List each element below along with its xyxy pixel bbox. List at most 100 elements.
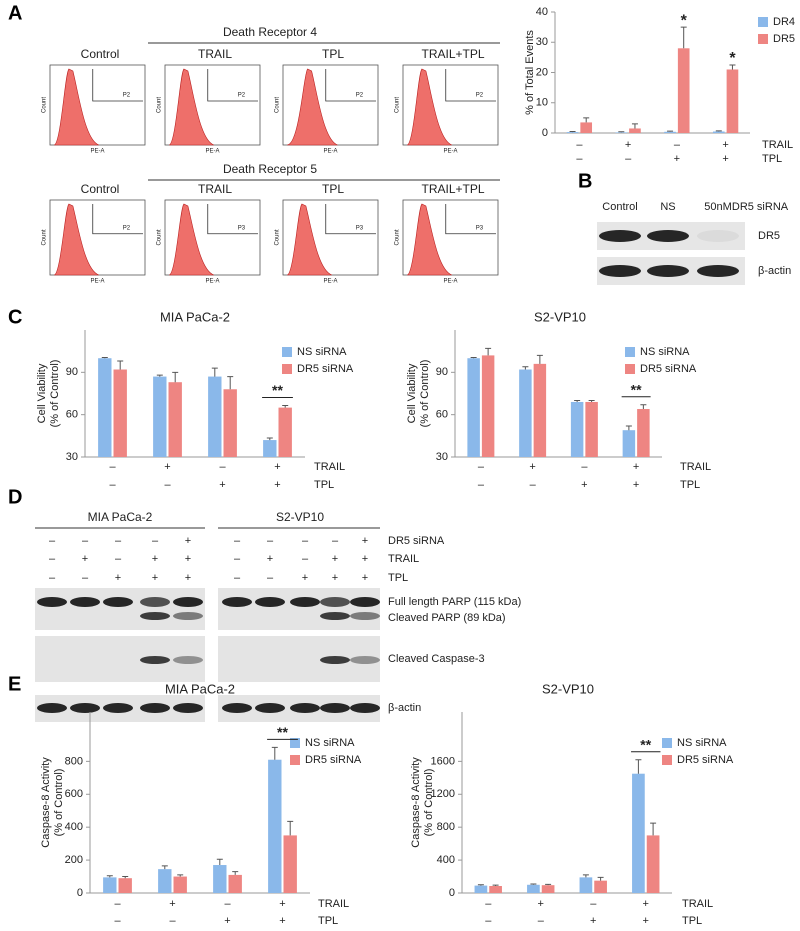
condition-name: TPL [318, 915, 338, 927]
condition-sign: + [185, 535, 191, 547]
blot-strip [35, 588, 205, 630]
error-bar [117, 360, 124, 370]
condition-name: TRAIL [682, 898, 713, 910]
flow-gate-label: P2 [356, 93, 364, 99]
flow-gate-label: P3 [238, 225, 246, 231]
condition-sign: + [332, 553, 338, 565]
flow-gate-label: P3 [356, 225, 364, 231]
y-tick-label: 1200 [431, 788, 455, 800]
bar [566, 132, 579, 133]
legend-swatch [282, 347, 292, 357]
error-bar [470, 357, 477, 359]
flow-condition: TRAIL+TPL [421, 182, 484, 196]
bar [622, 430, 636, 457]
blot-band [320, 703, 350, 713]
condition-sign: – [302, 553, 309, 565]
condition-name: TPL [314, 479, 334, 491]
y-tick-label: 20 [536, 66, 548, 78]
condition-sign: + [164, 461, 170, 473]
blot-band [173, 703, 203, 713]
condition-sign: – [115, 535, 122, 547]
blot-band [320, 597, 350, 607]
flow-x-label: PE-A [205, 279, 219, 285]
condition-sign: – [152, 535, 159, 547]
condition-sign: + [115, 572, 121, 584]
error-bar [680, 26, 687, 49]
error-bar [122, 876, 129, 879]
condition-sign: – [109, 461, 116, 473]
condition-sign: + [185, 572, 191, 584]
error-bar [640, 404, 647, 410]
condition-sign: + [362, 535, 368, 547]
error-bar [650, 822, 657, 836]
bar [268, 759, 282, 893]
blot-band [37, 703, 67, 713]
error-bar [583, 117, 590, 123]
bar [228, 874, 242, 893]
y-tick-label: 60 [436, 409, 448, 421]
blot-band [599, 265, 641, 277]
bar [118, 878, 132, 893]
blot-band [140, 612, 170, 620]
legend-label: DR5 siRNA [297, 363, 354, 375]
legend-swatch [662, 738, 672, 748]
blot-band [37, 597, 67, 607]
chart-title: MIA PaCa-2 [160, 309, 230, 324]
error-bar [569, 130, 576, 133]
condition-sign: – [234, 553, 241, 565]
flow-histogram [286, 68, 338, 146]
bar [585, 401, 598, 457]
y-tick-label: 600 [65, 788, 83, 800]
flow-gate [207, 69, 258, 102]
flow-x-label: PE-A [323, 149, 337, 155]
condition-sign: – [169, 915, 176, 927]
flow-y-label: Count [275, 97, 281, 113]
condition-name: TPL [762, 153, 782, 165]
flow-y-label: Count [395, 229, 401, 245]
blot-band [255, 597, 285, 607]
blot-row-label: DR5 [758, 230, 780, 242]
flow-condition: TPL [322, 182, 344, 196]
y-tick-label: 800 [65, 755, 83, 767]
flow-y-label: Count [157, 97, 163, 113]
error-bar [574, 400, 581, 402]
panel-letter: E [8, 673, 21, 695]
bar [213, 865, 227, 893]
cell-line: MIA PaCa-2 [88, 510, 153, 524]
y-axis-label: % of Total Events [524, 30, 536, 115]
condition-name: TRAIL [318, 898, 349, 910]
error-bar [177, 874, 184, 877]
condition-sign: + [633, 461, 639, 473]
bar [541, 885, 555, 893]
error-bar [216, 858, 223, 866]
error-bar [211, 367, 218, 377]
condition-sign: – [267, 535, 274, 547]
condition-sign: + [267, 553, 273, 565]
y-tick-label: 60 [66, 409, 78, 421]
flow-y-label: Count [42, 229, 48, 245]
flow-histogram [406, 68, 453, 146]
flow-condition: TPL [322, 47, 344, 61]
error-bar [172, 371, 179, 383]
flow-title: Death Receptor 5 [223, 162, 317, 176]
condition-sign: – [625, 153, 632, 165]
flow-gate [92, 204, 143, 235]
condition-name: TPL [682, 915, 702, 927]
error-bar [522, 366, 529, 370]
bar [527, 884, 540, 893]
flow-x-label: PE-A [90, 279, 104, 285]
flow-y-label: Count [157, 229, 163, 245]
blot-band [173, 656, 203, 664]
bar [474, 885, 488, 893]
bar [283, 835, 297, 893]
condition-sign: – [82, 535, 89, 547]
blot-row-label: Full length PARP (115 kDa) [388, 596, 521, 608]
condition-name: TRAIL [680, 461, 711, 473]
lane-label: NS [660, 201, 675, 213]
condition-sign: – [114, 898, 121, 910]
flow-gate [445, 69, 496, 102]
bar [223, 389, 237, 457]
error-bar [161, 865, 168, 870]
bar [664, 131, 676, 133]
y-tick-label: 40 [536, 6, 548, 18]
